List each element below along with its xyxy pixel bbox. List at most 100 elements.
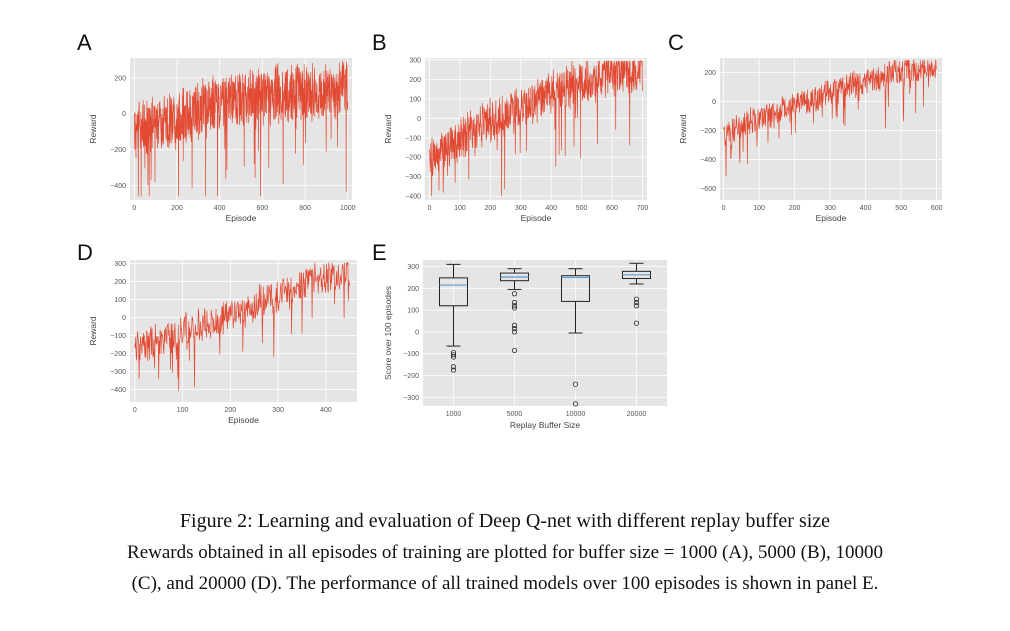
box-outlier-point — [572, 381, 579, 387]
y-axis-label: Reward — [88, 114, 98, 144]
y-tick-label: 0 — [417, 116, 421, 123]
y-tick-label: 100 — [114, 297, 126, 304]
y-tick-label: −300 — [405, 174, 421, 181]
x-tick-label: 100 — [753, 205, 765, 212]
x-axis-label: Episode — [228, 415, 259, 425]
box-outlier-point — [511, 329, 518, 335]
figure-caption-line-2: (C), and 20000 (D). The performance of a… — [131, 573, 879, 594]
panel-letter-b: B — [372, 30, 387, 55]
x-tick-label: 300 — [515, 205, 527, 212]
x-tick-label: 100 — [454, 205, 466, 212]
chart-panel-a: 0 200 400 600 800 1000 −400 −200 0 200 Episode Rewa… — [88, 58, 356, 223]
x-tick-label: 200 — [171, 205, 183, 212]
box-outlier-point — [511, 303, 518, 309]
y-tick-label: −400 — [110, 387, 126, 394]
y-tick-label: 200 — [114, 279, 126, 286]
y-axis-label: Reward — [383, 114, 393, 144]
box-outlier-point — [633, 303, 640, 309]
x-axis-label: Episode — [521, 213, 552, 223]
y-tick-label: −600 — [700, 186, 716, 193]
y-tick-label: −100 — [405, 135, 421, 142]
x-tick-label: 1000 — [446, 411, 462, 418]
x-tick-label: 100 — [177, 407, 189, 414]
y-tick-label: −400 — [405, 194, 421, 201]
x-tick-label: 0 — [132, 205, 136, 212]
y-axis-label: Score over 100 episodes — [383, 286, 393, 380]
x-tick-label: 700 — [637, 205, 649, 212]
box-iqr — [561, 275, 590, 302]
x-tick-label: 500 — [576, 205, 588, 212]
chart-panel-b: 0 100 200 300 400 500 600 700 −400 −300 −200 −100 0 1… — [383, 57, 649, 223]
box-outlier-point — [450, 352, 457, 358]
x-tick-label: 400 — [320, 407, 332, 414]
y-tick-label: 300 — [407, 264, 419, 271]
x-tick-label: 200 — [485, 205, 497, 212]
y-tick-label: 200 — [409, 77, 421, 84]
reward-series-line — [429, 60, 643, 197]
y-tick-label: 300 — [114, 261, 126, 268]
box-iqr — [439, 277, 468, 307]
box-outlier-point — [450, 364, 457, 370]
x-tick-label: 0 — [133, 407, 137, 414]
y-axis-label: Reward — [88, 316, 98, 346]
y-tick-label: 100 — [407, 308, 419, 315]
y-tick-label: −200 — [405, 155, 421, 162]
box-outlier-point — [511, 291, 518, 297]
reward-series-line — [723, 59, 937, 177]
panel-letter-e: E — [372, 240, 387, 265]
x-tick-label: 200 — [225, 407, 237, 414]
x-tick-label: 200 — [789, 205, 801, 212]
box-outlier-point — [511, 305, 518, 311]
x-tick-label: 400 — [545, 205, 557, 212]
x-tick-label: 600 — [606, 205, 618, 212]
y-tick-label: 200 — [114, 75, 126, 82]
y-tick-label: −400 — [110, 183, 126, 190]
box-outlier-point — [450, 367, 457, 373]
reward-series-line — [134, 262, 351, 392]
y-tick-label: 0 — [122, 111, 126, 118]
y-tick-label: 200 — [704, 70, 716, 77]
y-tick-label: −100 — [403, 351, 419, 358]
y-tick-label: −200 — [110, 147, 126, 154]
figure-caption-title: Figure 2: Learning and evaluation of Dee… — [179, 510, 831, 532]
y-tick-label: −200 — [700, 128, 716, 135]
plot-area — [423, 260, 667, 406]
box-outlier-point — [450, 354, 457, 360]
x-tick-label: 300 — [272, 407, 284, 414]
box-outlier-point — [633, 296, 640, 302]
box-outlier-point — [511, 299, 518, 306]
y-tick-label: 0 — [415, 329, 419, 336]
box-outlier-point — [633, 299, 640, 306]
x-tick-label: 300 — [824, 205, 836, 212]
x-tick-label: 400 — [214, 205, 226, 212]
x-tick-label: 600 — [257, 205, 269, 212]
x-tick-label: 500 — [895, 205, 907, 212]
y-tick-label: −300 — [110, 369, 126, 376]
y-tick-label: −300 — [403, 395, 419, 402]
y-tick-label: 0 — [122, 315, 126, 322]
y-axis-label: Reward — [678, 114, 688, 144]
box-outlier-point — [511, 322, 518, 328]
x-tick-label: 20000 — [627, 411, 647, 418]
x-axis-label: Replay Buffer Size — [510, 420, 581, 430]
x-tick-label: 400 — [860, 205, 872, 212]
panel-letter-c: C — [668, 30, 684, 55]
plot-area — [720, 58, 942, 200]
box-outlier-point — [511, 347, 518, 354]
x-axis-label: Episode — [226, 213, 257, 223]
x-tick-label: 0 — [722, 205, 726, 212]
panel-letter-d: D — [77, 240, 93, 265]
x-tick-label: 10000 — [566, 411, 586, 418]
box-outlier-point — [633, 320, 640, 326]
y-tick-label: 200 — [407, 286, 419, 293]
x-tick-label: 600 — [931, 205, 943, 212]
y-tick-label: 300 — [409, 57, 421, 64]
x-tick-label: 0 — [428, 205, 432, 212]
chart-panel-c: 0 100 200 300 400 500 600 −600 −400 −200 0 200 Episo… — [678, 58, 943, 223]
y-tick-label: −400 — [700, 157, 716, 164]
y-tick-label: 100 — [409, 96, 421, 103]
x-axis-label: Episode — [816, 213, 847, 223]
chart-panel-d: 0 100 200 300 400 −400 −300 −200 −100 0 100 200 300 E… — [88, 260, 357, 425]
y-tick-label: −100 — [110, 333, 126, 340]
box-outlier-point — [511, 326, 518, 332]
